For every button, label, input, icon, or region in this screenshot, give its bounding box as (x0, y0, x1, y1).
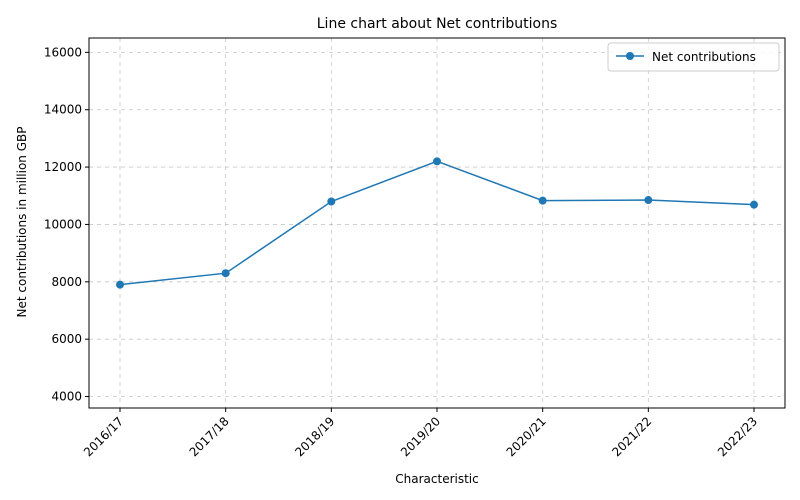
data-point (750, 200, 758, 209)
y-tick-label: 12000 (44, 160, 82, 174)
legend: Net contributions (607, 42, 780, 72)
x-tick-label: 2019/20 (398, 414, 443, 459)
x-tick-label: 2021/22 (609, 414, 654, 459)
data-point (327, 197, 336, 206)
x-tick-label: 2020/21 (504, 414, 549, 459)
x-tick-label: 2018/19 (292, 414, 337, 459)
y-axis-ticks: 4000 6000 8000 10000 12000 14000 16000 (44, 45, 89, 404)
legend-marker-sample (626, 52, 634, 60)
y-tick-label: 10000 (44, 217, 82, 231)
y-tick-label: 8000 (51, 275, 82, 289)
data-point (538, 196, 547, 205)
x-axis-title: Characteristic (395, 472, 478, 486)
series-layer (116, 157, 758, 289)
x-axis-ticks: 2016/17 2017/18 2018/19 2019/20 2020/21 2021/… (81, 408, 760, 459)
chart-title: Line chart about Net contributions (317, 16, 557, 32)
x-tick-label: 2022/23 (715, 414, 760, 459)
x-tick-label: 2017/18 (187, 414, 232, 459)
data-point (433, 157, 441, 166)
grid-lines (89, 38, 785, 408)
y-tick-label: 6000 (51, 332, 82, 346)
data-point (644, 196, 653, 205)
legend-label: Net contributions (652, 50, 756, 64)
data-point (116, 280, 124, 289)
y-tick-label: 14000 (44, 103, 82, 117)
legend-box (607, 42, 780, 72)
y-tick-label: 4000 (51, 390, 82, 404)
y-axis-title: Net contributions in million GBP (15, 127, 29, 318)
data-point (221, 269, 230, 278)
y-tick-label: 16000 (44, 45, 82, 59)
x-tick-label: 2016/17 (81, 414, 126, 459)
